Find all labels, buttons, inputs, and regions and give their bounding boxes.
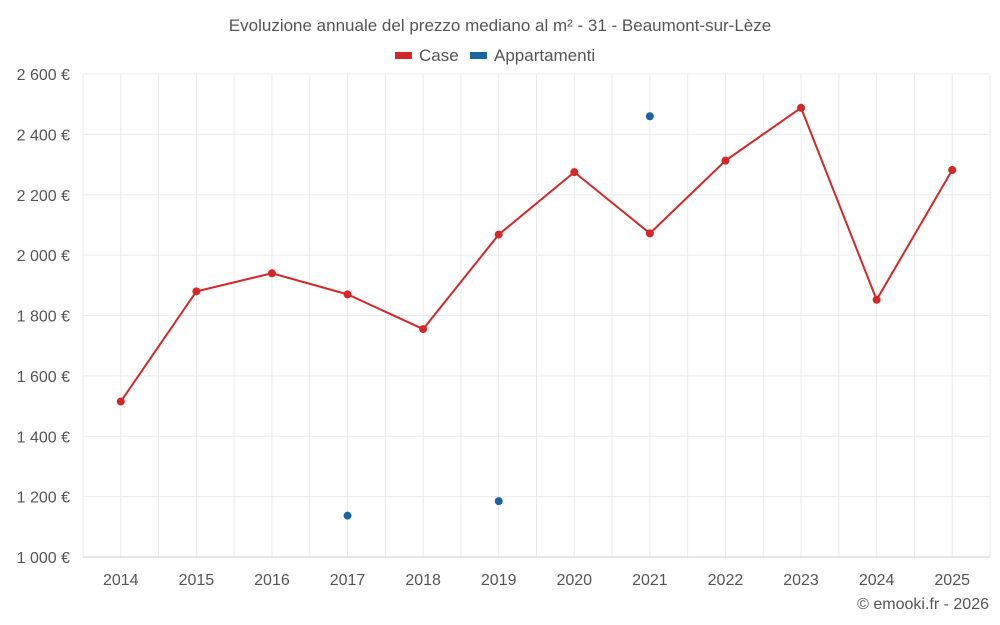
series-appartamenti <box>343 112 654 520</box>
series-case <box>116 103 957 406</box>
data-point-case[interactable] <box>872 295 881 304</box>
legend-swatch-appartamenti <box>470 52 487 59</box>
series-line-case <box>119 106 954 403</box>
data-point-case[interactable] <box>948 165 957 174</box>
x-tick-label: 2017 <box>330 572 366 589</box>
data-point-case[interactable] <box>419 325 428 334</box>
y-tick-label: 1 400 € <box>17 429 70 446</box>
legend: Case Appartamenti <box>395 46 595 65</box>
y-tick-label: 1 800 € <box>17 309 70 326</box>
x-tick-label: 2022 <box>708 572 744 589</box>
legend-label-appartamenti: Appartamenti <box>494 46 595 65</box>
x-tick-label: 2020 <box>556 572 592 589</box>
data-point-case[interactable] <box>192 287 201 296</box>
x-tick-label: 2019 <box>481 572 517 589</box>
data-point-case[interactable] <box>645 229 654 238</box>
y-tick-label: 1 200 € <box>17 490 70 507</box>
data-point-case[interactable] <box>797 103 806 112</box>
data-point-appartamenti[interactable] <box>645 112 654 121</box>
data-point-case[interactable] <box>116 397 125 406</box>
x-tick-label: 2018 <box>405 572 441 589</box>
series-layer <box>116 103 957 520</box>
legend-label-case: Case <box>419 46 459 65</box>
x-tick-label: 2023 <box>783 572 819 589</box>
x-tick-label: 2025 <box>934 572 970 589</box>
legend-item-appartamenti[interactable]: Appartamenti <box>470 46 595 65</box>
data-point-appartamenti[interactable] <box>494 497 503 506</box>
data-point-case[interactable] <box>721 156 730 165</box>
data-point-case[interactable] <box>570 168 579 177</box>
credit-text: © emooki.fr - 2026 <box>857 596 989 613</box>
x-tick-label: 2016 <box>254 572 290 589</box>
y-tick-label: 2 200 € <box>17 188 70 205</box>
y-tick-label: 1 000 € <box>17 550 70 567</box>
x-tick-label: 2014 <box>103 572 139 589</box>
x-tick-label: 2024 <box>859 572 895 589</box>
y-tick-label: 1 600 € <box>17 369 70 386</box>
data-point-case[interactable] <box>494 230 503 239</box>
y-axis-labels: 1 000 € 1 200 € 1 400 € 1 600 € 1 800 € 2 000… <box>17 67 70 567</box>
x-tick-label: 2015 <box>179 572 215 589</box>
data-point-case[interactable] <box>343 290 352 299</box>
legend-swatch-case <box>395 52 412 59</box>
data-point-appartamenti[interactable] <box>343 511 352 520</box>
data-point-case[interactable] <box>267 269 276 278</box>
chart-title: Evoluzione annuale del prezzo mediano al… <box>229 16 771 35</box>
y-tick-label: 2 600 € <box>17 67 70 84</box>
y-tick-label: 2 400 € <box>17 127 70 144</box>
x-tick-label: 2021 <box>632 572 668 589</box>
legend-item-case[interactable]: Case <box>395 46 459 65</box>
y-tick-label: 2 000 € <box>17 248 70 265</box>
x-axis-labels: 2014 2015 2016 2017 2018 2019 2020 2021 2022 2023… <box>103 572 970 589</box>
grid <box>82 73 991 557</box>
